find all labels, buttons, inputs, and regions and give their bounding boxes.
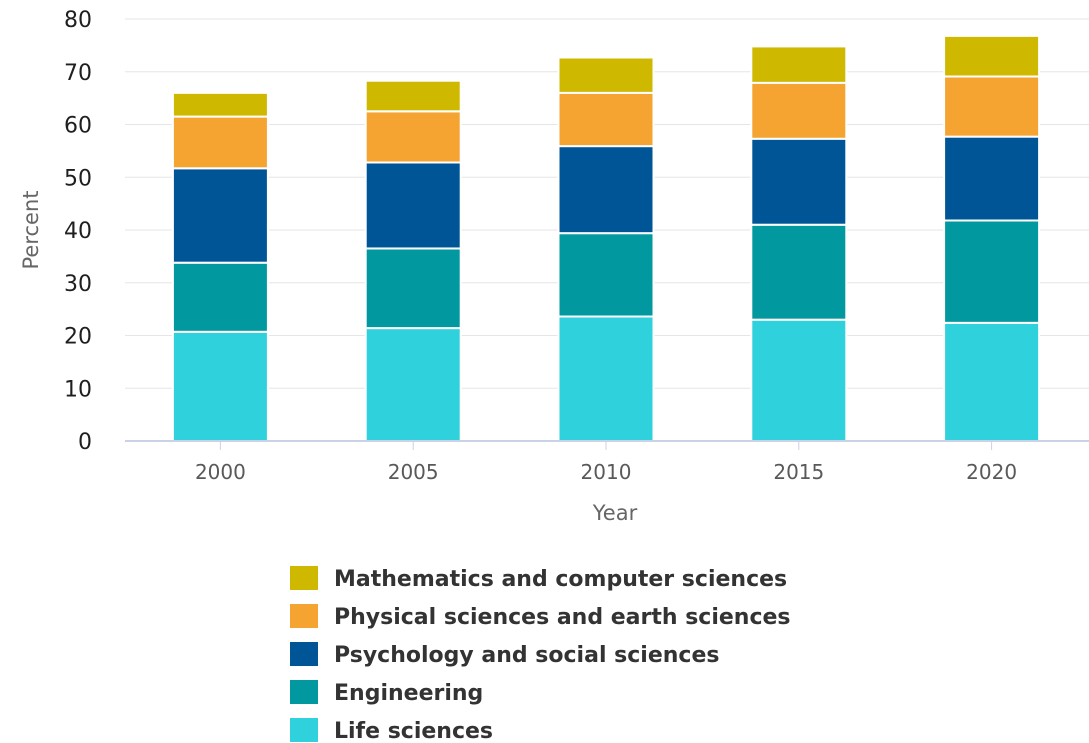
legend-swatch <box>290 642 318 666</box>
y-tick-label: 50 <box>64 166 92 191</box>
legend-label: Life sciences <box>334 719 493 743</box>
bar-segment <box>750 45 848 84</box>
y-tick-label: 30 <box>64 272 92 297</box>
x-tick-label: 2015 <box>773 460 824 484</box>
legend-label: Engineering <box>334 681 483 706</box>
bar-stack-2010 <box>557 56 655 443</box>
legend-label: Mathematics and computer sciences <box>334 567 787 592</box>
legend-label: Physical sciences and earth sciences <box>334 605 791 630</box>
bar-segment <box>557 56 655 94</box>
bar-segment <box>557 232 655 318</box>
bar-stack-2020 <box>943 34 1041 442</box>
y-tick-label: 10 <box>64 377 92 402</box>
y-tick-label: 40 <box>64 219 92 244</box>
y-tick-label: 70 <box>64 61 92 86</box>
x-tick-label: 2005 <box>388 460 439 484</box>
bar-stack-2005 <box>364 79 462 442</box>
y-axis-title: Percent <box>19 190 43 269</box>
y-tick-label: 80 <box>64 8 92 33</box>
bar-segment <box>171 91 269 118</box>
bar-segment <box>364 247 462 330</box>
legend-swatch <box>290 718 318 742</box>
x-tick-label: 2020 <box>966 460 1017 484</box>
bar-segment <box>364 79 462 113</box>
bar-stack-2015 <box>750 45 848 442</box>
legend-item: Engineering <box>290 680 483 706</box>
bar-segment <box>943 219 1041 324</box>
x-tick-label: 2010 <box>581 460 632 484</box>
x-axis-ticks: 2000 2005 2010 2015 2020 <box>195 441 1017 484</box>
legend: Mathematics and computer sciences Physica… <box>290 566 791 743</box>
bar-segment <box>171 115 269 170</box>
legend-swatch <box>290 680 318 704</box>
legend-label: Psychology and social sciences <box>334 643 719 668</box>
bar-segment <box>750 137 848 226</box>
bar-segment <box>171 167 269 264</box>
bar-segment <box>171 261 269 333</box>
bar-segment <box>171 330 269 442</box>
bar-segment <box>943 321 1041 442</box>
y-tick-label: 20 <box>64 325 92 350</box>
bar-segment <box>364 161 462 250</box>
legend-item: Physical sciences and earth sciences <box>290 604 791 630</box>
bar-segment <box>943 135 1041 222</box>
bar-segment <box>364 110 462 164</box>
bar-segment <box>557 315 655 443</box>
bar-segment <box>750 223 848 321</box>
bar-segment <box>557 145 655 235</box>
y-tick-label: 60 <box>64 114 92 139</box>
x-tick-label: 2000 <box>195 460 246 484</box>
legend-swatch <box>290 604 318 628</box>
bar-stack-2000 <box>171 91 269 442</box>
bar-segment <box>364 327 462 442</box>
x-axis-title: Year <box>592 501 638 525</box>
legend-item: Life sciences <box>290 718 493 743</box>
legend-item: Mathematics and computer sciences <box>290 566 787 592</box>
y-axis-ticks: 0 10 20 30 40 50 60 70 80 <box>64 8 92 455</box>
legend-swatch <box>290 566 318 590</box>
y-tick-label: 0 <box>78 430 92 455</box>
bars <box>171 34 1041 443</box>
bar-segment <box>943 75 1041 138</box>
bar-segment <box>750 318 848 442</box>
bar-segment <box>943 34 1041 78</box>
bar-segment <box>557 91 655 148</box>
bar-segment <box>750 81 848 140</box>
legend-item: Psychology and social sciences <box>290 642 719 668</box>
